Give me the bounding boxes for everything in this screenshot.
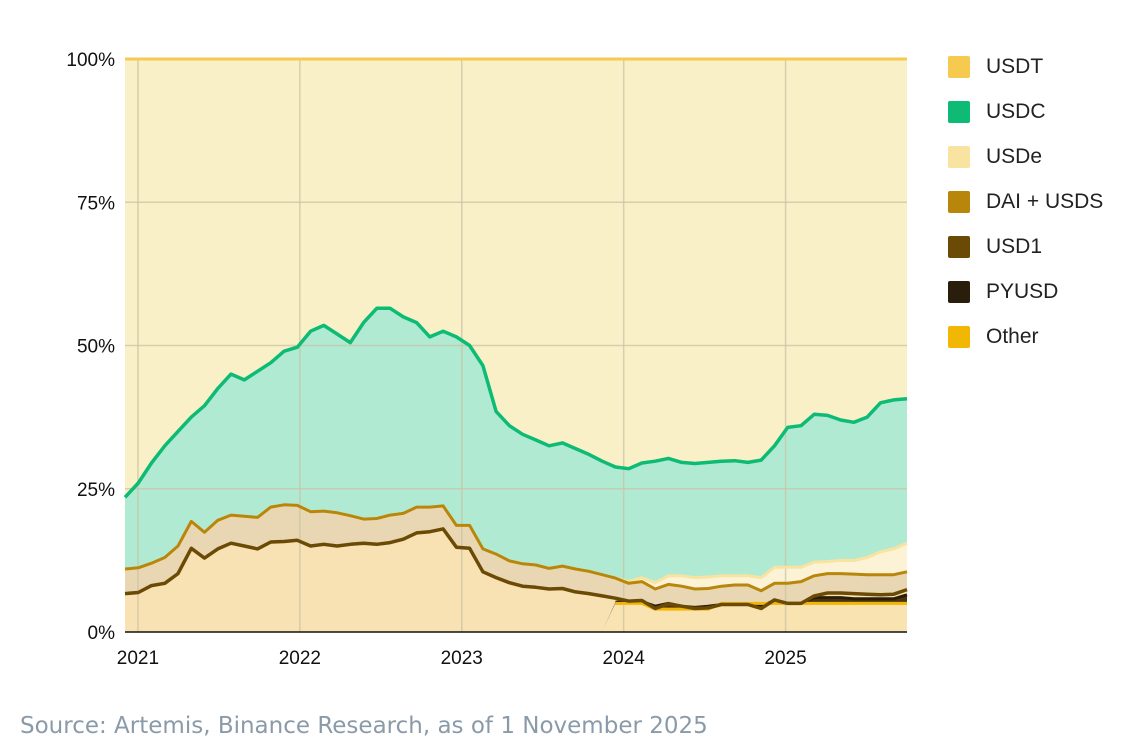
area-usdt xyxy=(125,59,907,498)
x-tick-label: 2025 xyxy=(764,648,806,669)
legend-item-usdc[interactable]: USDC xyxy=(948,89,1103,134)
legend-label-usd1: USD1 xyxy=(986,234,1043,258)
legend-item-usde[interactable]: USDe xyxy=(948,134,1103,179)
legend-swatch-usde xyxy=(948,145,970,168)
y-tick-label: 100% xyxy=(66,50,115,71)
legend-item-dai-usds[interactable]: DAI + USDS xyxy=(948,179,1103,224)
legend-item-usd1[interactable]: USD1 xyxy=(948,224,1103,269)
area-layers xyxy=(125,59,907,632)
legend-label-other: Other xyxy=(986,324,1039,348)
stablecoin-share-chart: 0% 25% 50% 75% 100% 2021 2022 2023 2024 2025 xyxy=(66,50,908,669)
source-note: Source: Artemis, Binance Research, as of… xyxy=(20,713,708,739)
legend-swatch-pyusd xyxy=(948,280,970,303)
x-tick-label: 2024 xyxy=(603,648,646,669)
line-other xyxy=(615,601,907,611)
x-tick-label: 2023 xyxy=(441,648,483,669)
x-tick-label: 2022 xyxy=(279,648,321,669)
legend-swatch-other xyxy=(948,325,970,348)
series-lines xyxy=(123,57,908,633)
legend-item-usdt[interactable]: USDT xyxy=(948,44,1103,89)
area-dai-usds xyxy=(125,504,907,609)
legend-label-pyusd: PYUSD xyxy=(986,279,1059,303)
legend-label-dai-usds: DAI + USDS xyxy=(986,189,1104,213)
legend: USDT USDC USDe DAI + USDS USD1 PYUSD Oth… xyxy=(948,44,1103,359)
area-usdc xyxy=(125,308,907,583)
legend-label-usdc: USDC xyxy=(986,99,1046,123)
legend-swatch-usdt xyxy=(948,55,970,78)
x-tick-label: 2021 xyxy=(117,648,159,669)
y-tick-label: 0% xyxy=(88,623,116,644)
legend-item-other[interactable]: Other xyxy=(948,314,1103,359)
legend-label-usdt: USDT xyxy=(986,54,1044,78)
line-usd1 xyxy=(124,527,908,611)
legend-swatch-usdc xyxy=(948,100,970,123)
y-tick-label: 75% xyxy=(77,193,115,214)
x-axis-ticks: 2021 2022 2023 2024 2025 xyxy=(117,648,807,669)
area-other xyxy=(125,603,907,632)
legend-swatch-usd1 xyxy=(948,235,970,258)
legend-item-pyusd[interactable]: PYUSD xyxy=(948,269,1103,314)
grid-lines xyxy=(125,59,907,632)
y-axis-ticks: 0% 25% 50% 75% 100% xyxy=(66,50,115,644)
legend-swatch-dai-usds xyxy=(948,190,970,213)
legend-label-usde: USDe xyxy=(986,144,1043,168)
line-usdc xyxy=(123,306,908,499)
y-tick-label: 50% xyxy=(77,337,115,358)
line-dai-usds xyxy=(124,503,908,593)
y-tick-label: 25% xyxy=(77,480,115,501)
